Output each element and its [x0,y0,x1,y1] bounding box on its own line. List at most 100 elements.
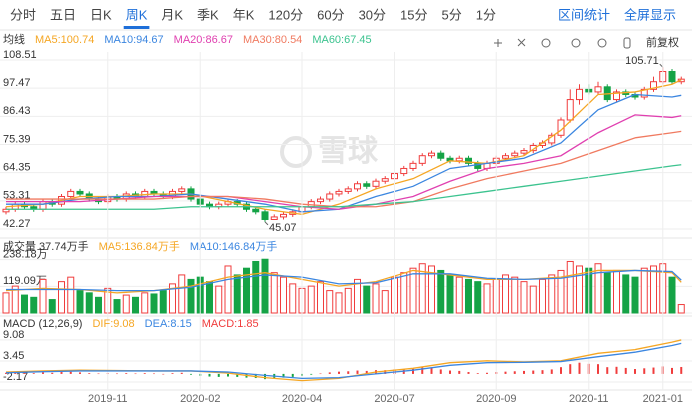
ma-line [5,342,682,380]
ma-line [6,269,682,292]
tab[interactable]: 季K [197,7,219,22]
volume-bar [363,285,371,314]
volume-bar [11,285,19,314]
volume-bar [381,290,389,314]
x-tick-label: 2020-04 [282,393,322,405]
volume-bar [178,274,186,314]
y-tick-label: 238.18万 [3,249,48,261]
macd-bar [347,371,350,374]
panel-title: MACD (12,26,9) [3,318,82,330]
tab[interactable]: 月K [161,7,183,22]
macd-bar [624,367,627,374]
volume-bar [289,283,297,314]
macd-bar [578,362,581,374]
macd-bar [42,372,44,374]
candle-body [344,188,352,192]
macd-bar [319,373,322,375]
toolbar-action[interactable]: 全屏显示 [624,7,676,22]
macd-bar [190,373,192,375]
volume-bar [67,276,75,314]
volume-bar [206,281,213,314]
x-tick-label: 2019-11 [88,393,128,405]
legend-entry: MA5:100.74 [35,34,94,46]
volume-bar [169,283,176,314]
candle-body [39,201,47,210]
tab[interactable]: 30分 [359,7,386,22]
macd-bar [541,370,544,374]
volume-bar [21,294,28,314]
macd-bar [88,373,91,374]
candle-body [252,208,260,213]
max-annotation: 105.71 [625,55,659,67]
volume-bar [280,276,287,314]
candle-body [566,99,574,121]
y-tick-label: 3.45 [3,350,24,362]
y-tick-label: 75.39 [3,133,31,145]
lock-icon[interactable] [623,37,631,49]
macd-bar [597,364,599,374]
volume-bar [48,299,56,314]
min-annotation: 45.07 [269,222,297,234]
tab[interactable]: 5分 [442,7,462,22]
volume-bar [548,274,556,314]
left-icon[interactable] [541,38,551,48]
macd-bar [97,373,100,375]
macd-bar [23,372,26,374]
macd-bar [180,372,183,374]
reset-icon[interactable] [597,38,607,48]
macd-bar [208,373,211,377]
volume-bar [252,260,260,314]
tab[interactable]: 120分 [268,7,303,22]
legend-entry: DIF:9.08 [92,318,134,330]
macd-bar [143,373,146,374]
candle-body [335,190,343,195]
volume-bar [224,265,232,314]
volume-bar [622,274,630,314]
x-tick-label: 2021-01 [643,393,683,405]
macd-bar [162,373,165,375]
adjust-option[interactable]: 前复权 [646,35,679,49]
x-tick-label: 2020-02 [180,393,220,405]
tab[interactable]: 15分 [400,7,427,22]
macd-bar [569,364,572,374]
y-tick-label: 53.31 [3,190,31,202]
candle-body [354,183,361,190]
right-icon[interactable] [571,38,581,48]
toolbar-action[interactable]: 区间统计 [558,7,610,22]
candle-body [381,178,389,182]
macd-bar [116,373,118,375]
tab[interactable]: 分时 [10,7,36,22]
volume-bar [159,290,167,314]
candle-body [178,188,186,192]
tab[interactable]: 周K [126,7,148,22]
candle-body [455,157,463,162]
volume-bar [539,278,546,314]
candle-body [317,198,324,203]
candle-body [594,86,602,93]
zoom-out-icon[interactable] [517,38,526,47]
volume-bar [428,265,435,314]
tab[interactable]: 日K [90,7,112,22]
legend-entry: MA10:94.67 [104,34,163,46]
macd-bar [615,366,618,374]
macd-bar [467,372,470,374]
x-tick-label: 2020-09 [476,393,516,405]
legend-entry: MA30:80.54 [243,34,302,46]
tab[interactable]: 年K [233,7,255,22]
macd-bar [439,369,442,374]
macd-bar [412,368,414,374]
zoom-in-icon[interactable] [494,39,502,47]
macd-bar [32,373,35,374]
tab[interactable]: 五日 [50,7,76,22]
tab[interactable]: 1分 [476,7,496,22]
panel-title: 均线 [3,32,25,46]
candle-body [270,216,278,220]
macd-bar [365,370,368,374]
volume-bar [474,281,482,314]
active-tab-underline [123,26,150,29]
tab[interactable]: 60分 [317,7,344,22]
candle-body [613,91,620,101]
volume-bar [418,263,426,314]
volume-bar [335,292,343,314]
volume-bar [354,278,361,314]
